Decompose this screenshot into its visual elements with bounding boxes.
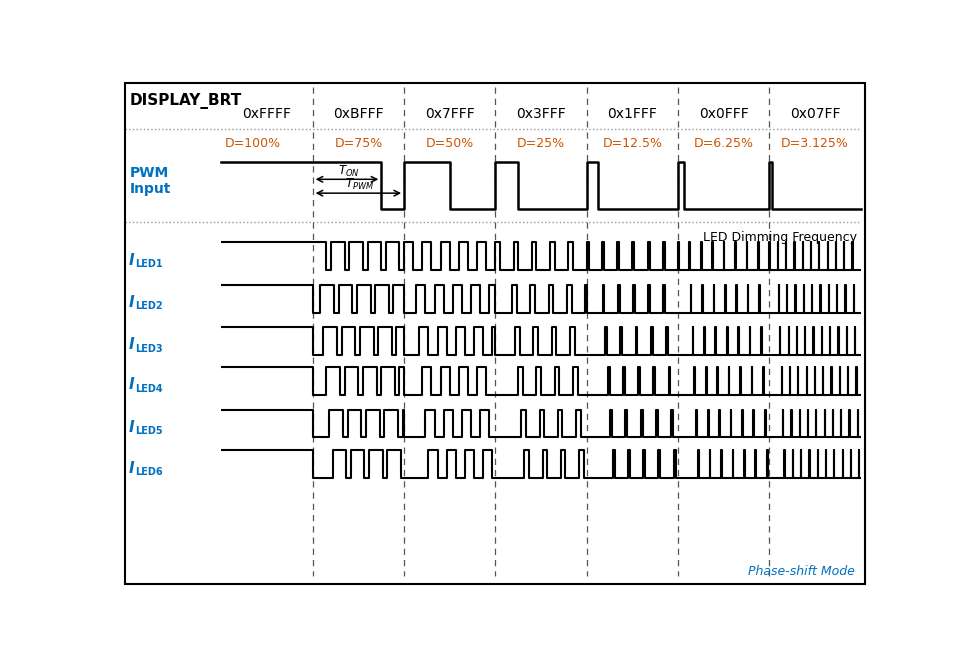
Text: LED1: LED1 — [135, 259, 163, 269]
Text: LED4: LED4 — [135, 383, 163, 394]
Text: I: I — [128, 420, 134, 435]
Text: $T_{PWM}$: $T_{PWM}$ — [345, 178, 374, 193]
Text: 0x0FFF: 0x0FFF — [699, 107, 749, 121]
Text: I: I — [128, 337, 134, 352]
Text: LED6: LED6 — [135, 467, 163, 477]
Text: LED2: LED2 — [135, 302, 163, 312]
Text: D=25%: D=25% — [517, 137, 565, 150]
Text: $T_{ON}$: $T_{ON}$ — [338, 164, 359, 179]
Text: D=50%: D=50% — [426, 137, 474, 150]
Text: D=100%: D=100% — [225, 137, 282, 150]
Text: LED3: LED3 — [135, 344, 163, 354]
Text: 0x3FFF: 0x3FFF — [516, 107, 565, 121]
Text: 0xBFFF: 0xBFFF — [333, 107, 384, 121]
Text: D=12.5%: D=12.5% — [602, 137, 662, 150]
Text: DISPLAY_BRT: DISPLAY_BRT — [130, 93, 242, 109]
Text: D=75%: D=75% — [334, 137, 382, 150]
Text: 0x1FFF: 0x1FFF — [607, 107, 657, 121]
Text: I: I — [128, 461, 134, 476]
Text: D=6.25%: D=6.25% — [694, 137, 754, 150]
Text: 0x07FF: 0x07FF — [789, 107, 841, 121]
Text: I: I — [128, 295, 134, 310]
Text: 0x7FFF: 0x7FFF — [425, 107, 475, 121]
Text: D=3.125%: D=3.125% — [781, 137, 849, 150]
Text: I: I — [128, 253, 134, 268]
Text: Phase-shift Mode: Phase-shift Mode — [748, 565, 855, 578]
Text: 0xFFFF: 0xFFFF — [242, 107, 291, 121]
Text: LED5: LED5 — [135, 426, 163, 436]
Text: I: I — [128, 378, 134, 393]
Text: PWM
Input: PWM Input — [130, 166, 172, 196]
Text: LED Dimming Frequency: LED Dimming Frequency — [703, 231, 857, 244]
